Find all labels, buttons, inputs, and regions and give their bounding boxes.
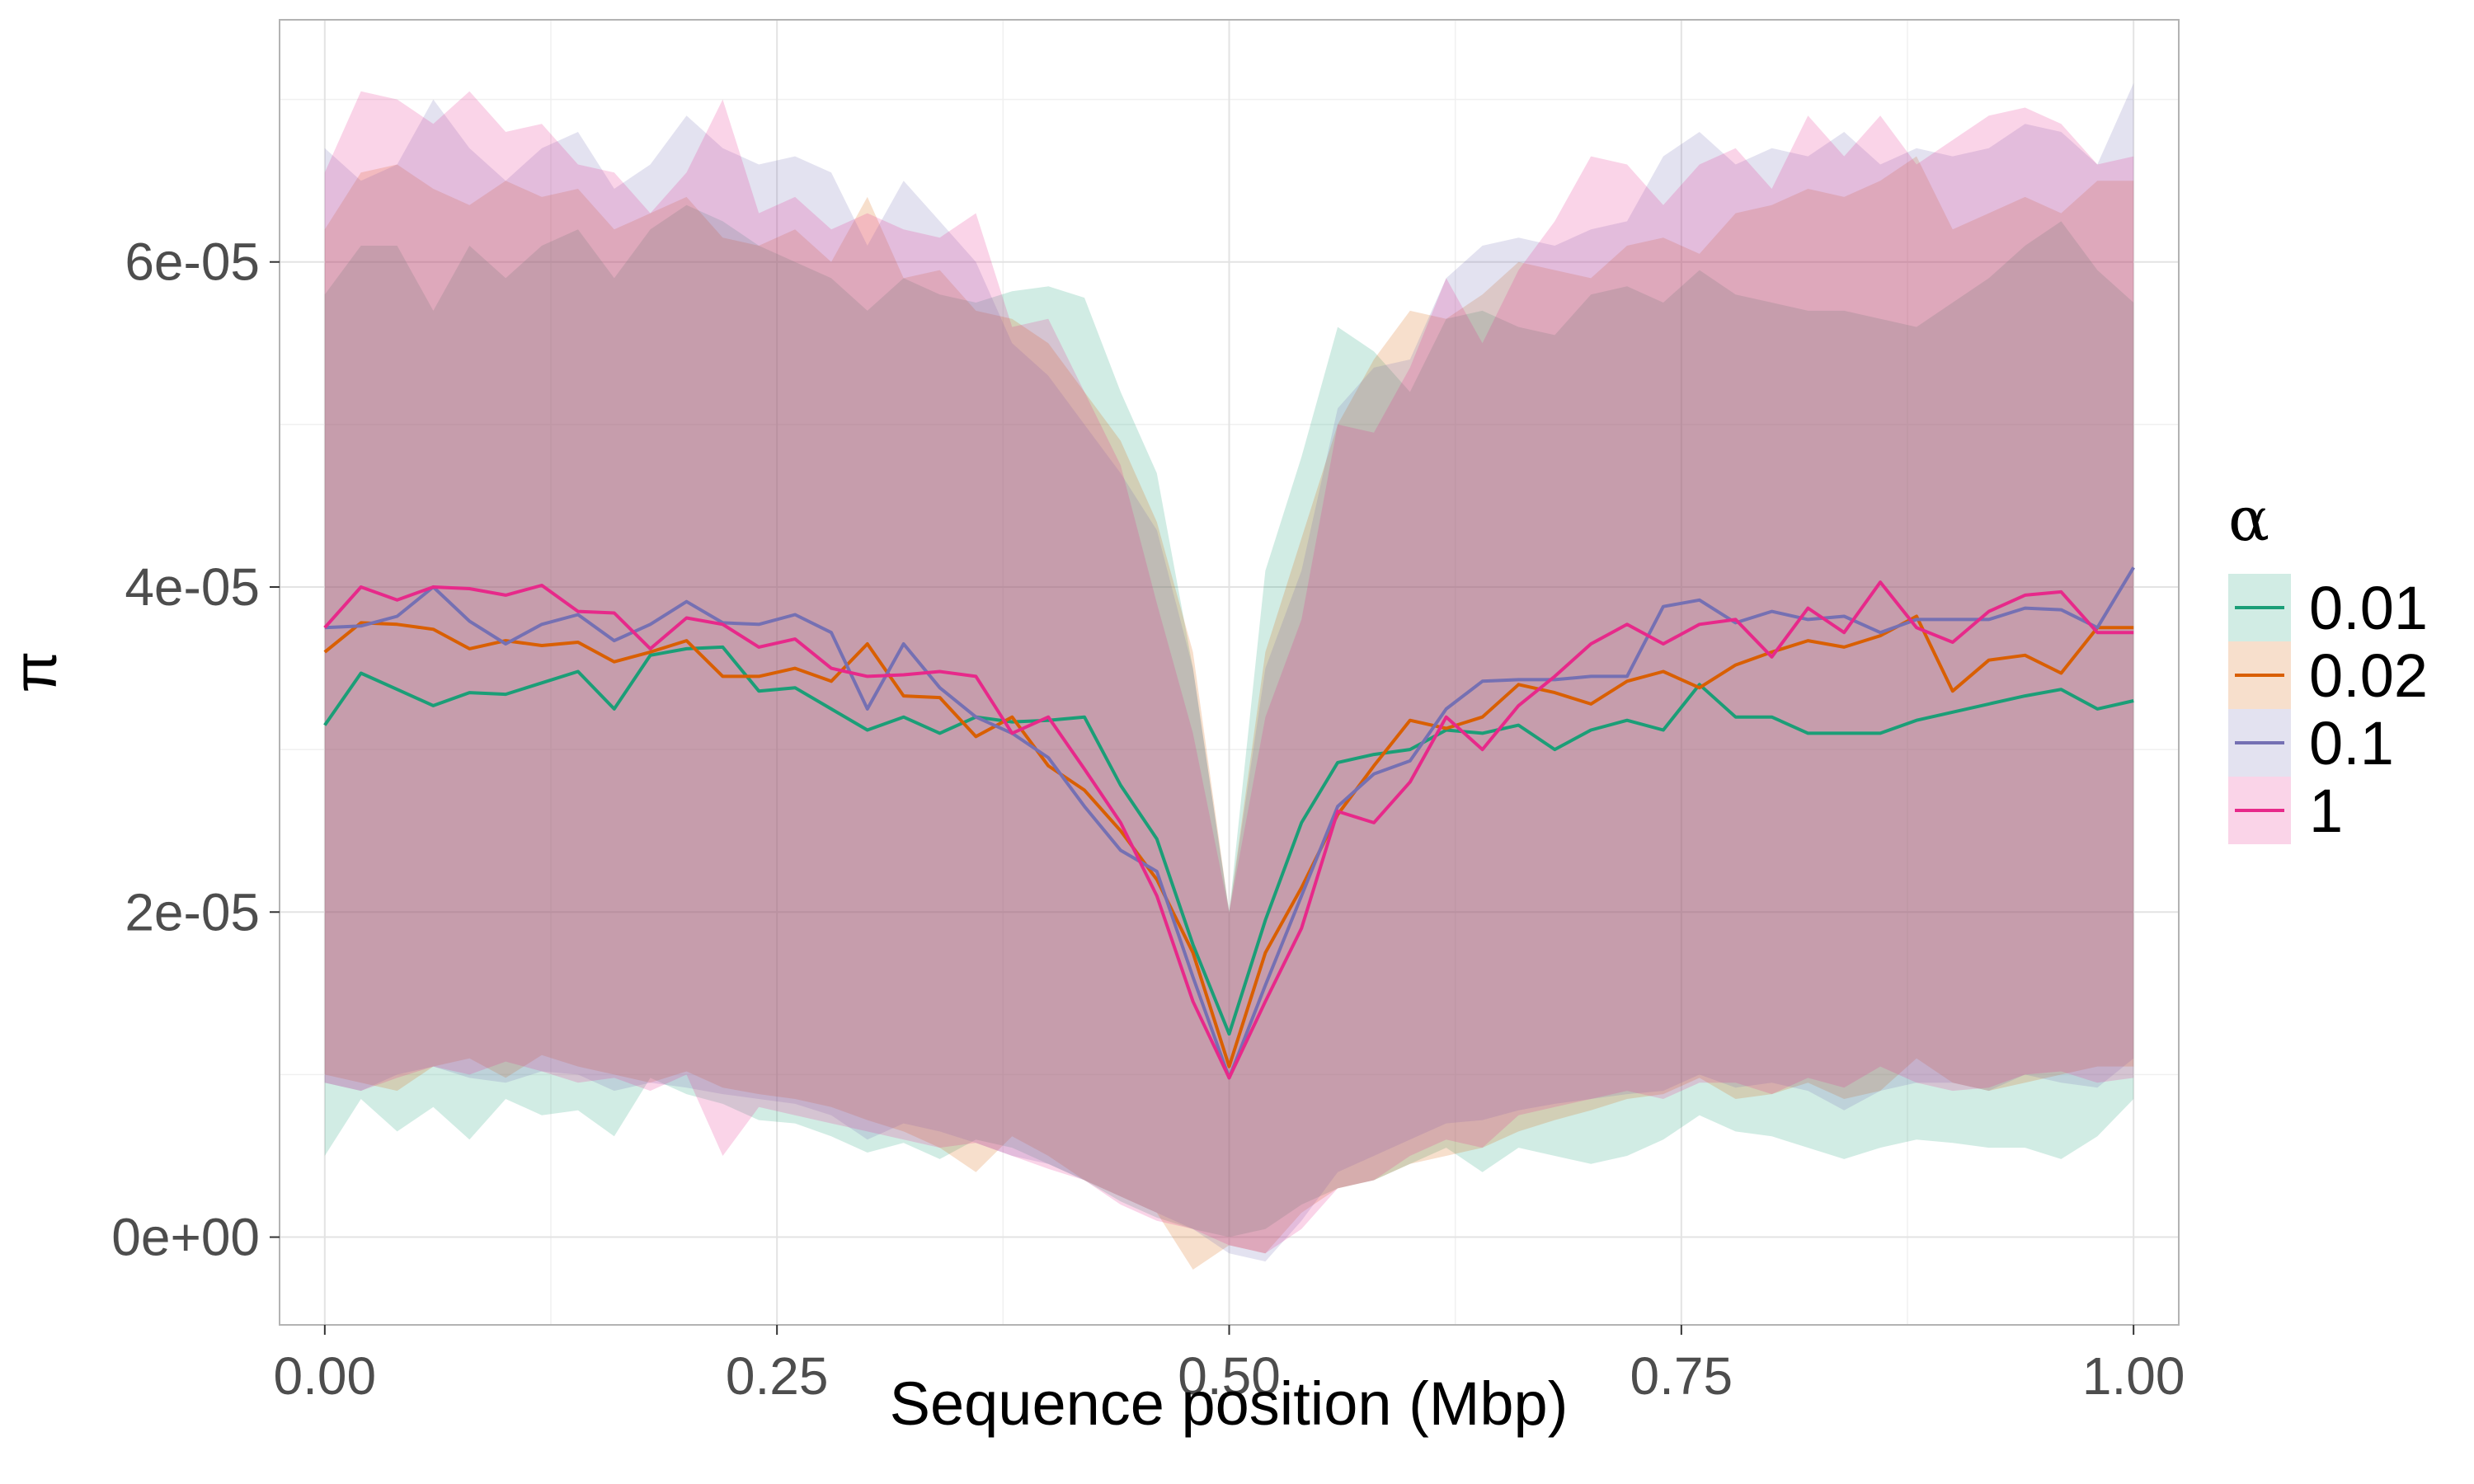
legend-item-1: 1 — [2228, 777, 2343, 845]
legend-label: 0.02 — [2309, 641, 2428, 710]
series-line-0.01 — [323, 645, 2134, 1036]
lines — [323, 566, 2135, 1080]
ribbon-1 — [324, 91, 2134, 1254]
x-tick-label: 0.75 — [1630, 1346, 1733, 1406]
ribbon-0.02 — [324, 156, 2134, 1270]
x-axis-title: Sequence position (Mbp) — [890, 1369, 1569, 1438]
ribbon-0.1 — [324, 82, 2134, 1262]
y-tick-label: 2e-05 — [125, 882, 260, 942]
legend-item-0.01: 0.01 — [2228, 574, 2428, 642]
legend-label: 0.1 — [2309, 709, 2394, 777]
y-axis-title: π — [1, 650, 69, 693]
x-tick-label: 1.00 — [2082, 1346, 2185, 1406]
y-tick-label: 6e-05 — [125, 232, 260, 292]
legend-title: α — [2228, 484, 2269, 555]
y-axis: 0e+00 2e-05 4e-05 6e-05 — [111, 232, 280, 1267]
legend-item-0.1: 0.1 — [2228, 709, 2394, 777]
legend-item-0.02: 0.02 — [2228, 641, 2428, 710]
legend: α 0.010.020.11 — [2228, 484, 2428, 845]
series-line-1 — [323, 580, 2134, 1080]
x-tick-label: 0.00 — [274, 1346, 377, 1406]
y-tick-label: 0e+00 — [111, 1208, 260, 1267]
x-axis: 0.00 0.25 0.50 0.75 1.00 — [274, 1325, 2185, 1406]
legend-label: 1 — [2309, 777, 2343, 845]
ribbon-0.01 — [324, 204, 2134, 1237]
ribbons — [324, 82, 2134, 1270]
series-line-0.02 — [323, 614, 2134, 1068]
legend-label: 0.01 — [2309, 574, 2428, 642]
x-tick-label: 0.50 — [1178, 1346, 1281, 1406]
y-tick-label: 4e-05 — [125, 557, 260, 617]
x-tick-label: 0.25 — [726, 1346, 829, 1406]
